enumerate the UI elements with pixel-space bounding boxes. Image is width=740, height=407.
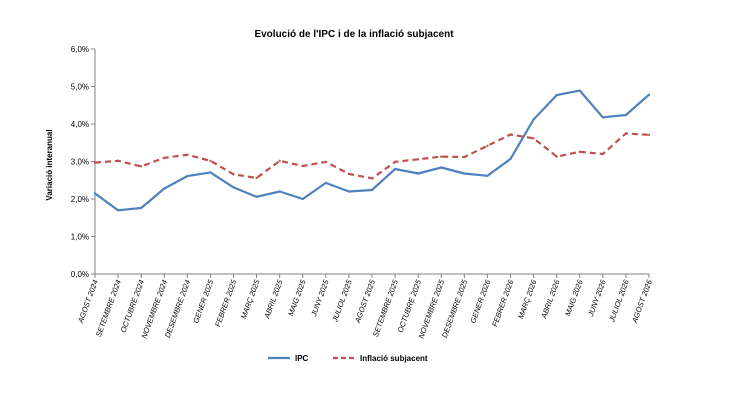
x-tick-label: AGOST 2024: [76, 279, 100, 325]
data-point: [209, 171, 212, 174]
data-point: [417, 172, 420, 175]
x-tick-label: FEBRER 2026: [490, 278, 516, 328]
legend-label: Inflació subjacent: [360, 354, 428, 363]
legend: IPC Inflació subjacent: [268, 354, 428, 363]
data-point: [255, 195, 258, 198]
data-point: [116, 209, 120, 212]
data-point: [440, 166, 443, 169]
y-tick-labels: 0,0% 1,0% 2,0% 3,0% 4,0% 5,0% 6,0%: [71, 45, 95, 279]
x-tick-label: MARÇ 2026: [516, 278, 539, 320]
data-point: [301, 197, 304, 201]
x-tick-label: OCTUBRE 2025: [396, 278, 424, 334]
data-point: [509, 157, 512, 160]
series-layer: [93, 89, 651, 212]
x-tick-label: ABRIL 2025: [262, 278, 285, 321]
data-point: [301, 164, 304, 168]
x-tick-label: ABRIL 2026: [539, 278, 562, 321]
data-point: [578, 150, 581, 153]
x-tick-label: MAIG 2025: [286, 278, 308, 318]
data-point: [140, 206, 143, 210]
data-point: [93, 192, 97, 195]
y-tick-label: 3,0%: [71, 158, 89, 167]
data-point: [116, 159, 120, 162]
data-point: [370, 177, 374, 180]
y-tick-label: 2,0%: [71, 195, 89, 204]
data-point: [186, 175, 189, 178]
data-point: [393, 160, 397, 163]
x-tick-label: DESEMBRE 2025: [440, 278, 470, 339]
data-point: [624, 113, 628, 117]
series-line-inflacio-subjacent: [94, 132, 650, 180]
x-tick-label: DESEMBRE 2024: [163, 279, 192, 339]
data-point: [440, 155, 443, 158]
data-point: [486, 174, 489, 177]
x-tick-label: MARÇ 2025: [239, 278, 262, 320]
chart-title: Evolució de l'IPC i de la inflació subja…: [254, 29, 454, 40]
data-point: [509, 133, 512, 136]
data-point: [93, 161, 97, 164]
data-point: [463, 172, 466, 175]
data-point: [209, 159, 212, 162]
data-point: [232, 173, 235, 176]
data-point: [347, 172, 351, 175]
x-tick-label: OCTUBRE 2024: [119, 279, 146, 334]
x-tick-label: GENER 2026: [468, 278, 492, 325]
x-tick-label: MAIG 2026: [563, 278, 585, 318]
data-point: [324, 181, 327, 184]
y-axis-label: Variació interanual: [45, 129, 54, 200]
y-tick-label: 6,0%: [71, 45, 89, 54]
legend-label: IPC: [295, 354, 309, 363]
data-point: [555, 94, 558, 97]
axes: [94, 49, 649, 275]
y-tick-label: 5,0%: [71, 83, 89, 92]
x-tick-label: JULIOL 2025: [330, 278, 354, 324]
x-tick-label: AGOST 2025: [353, 278, 377, 325]
data-point: [370, 188, 374, 192]
data-point: [163, 156, 166, 159]
data-point: [647, 93, 651, 96]
data-point: [140, 165, 143, 168]
x-tick-label: JULIOL 2026: [607, 278, 631, 324]
x-tick-label: GENER 2025: [191, 278, 215, 325]
series-line-ipc: [93, 89, 651, 212]
data-point: [347, 190, 351, 193]
x-tick-label: FEBRER 2025: [213, 278, 239, 328]
data-point: [417, 158, 420, 161]
data-point: [601, 152, 604, 156]
data-point: [601, 116, 604, 119]
y-tick-label: 1,0%: [71, 233, 89, 242]
data-point: [578, 89, 581, 92]
data-point: [393, 167, 397, 171]
data-point: [486, 144, 489, 147]
data-point: [463, 155, 466, 159]
data-point: [255, 176, 258, 180]
data-point: [624, 132, 628, 135]
data-point: [232, 186, 235, 189]
data-point: [163, 187, 166, 190]
data-point: [532, 137, 535, 140]
x-tick-label: JUNY 2025: [309, 278, 331, 319]
x-tick-label: AGOST 2026: [630, 278, 654, 325]
data-point: [647, 133, 651, 136]
data-point: [555, 155, 558, 158]
y-tick-label: 0,0%: [71, 270, 89, 279]
data-point: [278, 159, 281, 162]
data-point: [186, 153, 189, 156]
y-tick-label: 4,0%: [71, 120, 89, 129]
data-point: [278, 190, 281, 193]
x-tick-label: JUNY 2026: [586, 278, 608, 319]
data-point: [532, 118, 535, 121]
data-point: [324, 160, 327, 163]
